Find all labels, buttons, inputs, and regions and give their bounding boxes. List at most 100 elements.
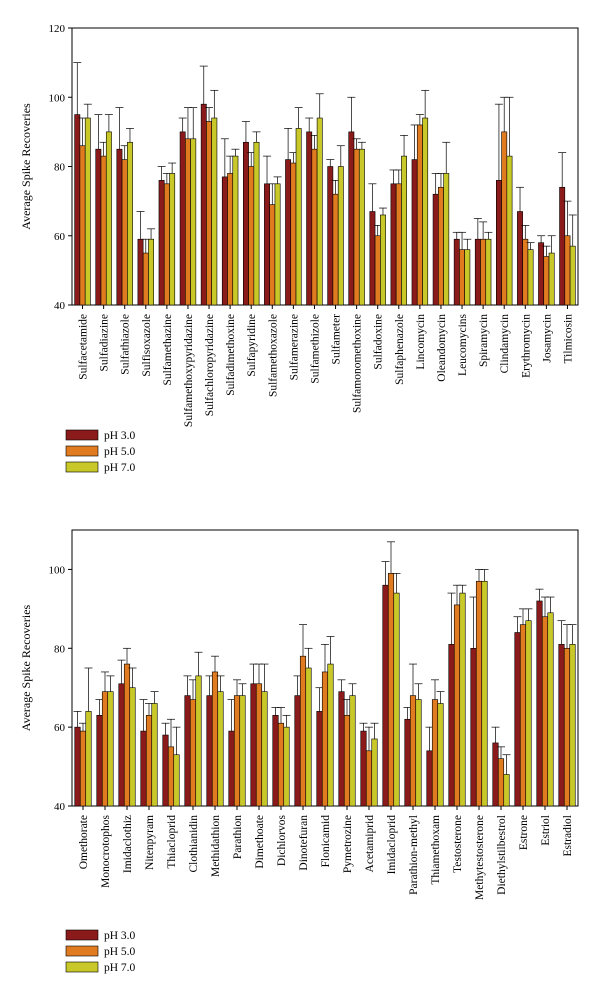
x-category-label: Diethylstilbestrol <box>496 815 508 895</box>
bar-ph50-15 <box>409 695 417 807</box>
bar-ph70-0 <box>85 711 92 807</box>
x-category-label: Estrone <box>518 815 530 850</box>
chart-1: 40 60 80 100 120 Average Spike Recoveries Sulf… <box>19 23 579 474</box>
bar-ph70-6 <box>211 117 218 306</box>
bar-ph50-1 <box>101 691 109 807</box>
legend-label: pH 5.0 <box>104 446 136 458</box>
legend-swatch <box>65 445 99 457</box>
x-category-label: Sulfamerazine <box>288 314 300 380</box>
bar-ph30-20 <box>514 632 521 807</box>
x-category-label: Flonicamid <box>320 815 332 868</box>
x-category-label: Dimethoate <box>254 815 266 869</box>
bar-ph50-10 <box>290 162 297 306</box>
bar-ph30-13 <box>348 131 355 306</box>
bar-ph70-7 <box>232 155 239 306</box>
bar-ph30-8 <box>250 683 257 807</box>
x-category-label: Lincomycin <box>415 314 427 370</box>
bar-ph30-15 <box>404 718 411 807</box>
bar-ph70-9 <box>283 726 290 807</box>
bar-ph30-10 <box>285 159 292 306</box>
bar-ph70-15 <box>401 155 407 306</box>
bar-ph50-2 <box>123 663 131 807</box>
bar-ph70-6 <box>217 691 224 807</box>
chart-2: 40 60 80 100 Average Spike Recoveries Omethor… <box>19 529 579 974</box>
bar-ph70-10 <box>305 667 312 807</box>
bar-ph50-11 <box>311 148 318 306</box>
bar-ph30-1 <box>96 715 103 807</box>
bar-ph30-4 <box>162 734 169 807</box>
bar-ph50-18 <box>475 580 483 807</box>
bar-ph70-3 <box>151 703 158 807</box>
bar-ph70-2 <box>129 687 136 807</box>
bar-ph50-13 <box>353 148 360 306</box>
bar-ph50-12 <box>343 715 351 807</box>
bar-ph30-11 <box>316 711 323 807</box>
bar-ph50-20 <box>519 624 527 807</box>
bar-ph50-22 <box>563 647 571 807</box>
bar-ph30-18 <box>470 647 477 807</box>
bar-ph70-13 <box>358 148 365 306</box>
x-category-label: Imidaclothiz <box>122 815 134 873</box>
bar-ph30-19 <box>474 238 481 306</box>
legend-swatch <box>65 929 99 941</box>
x-category-label: Sulfamethazine <box>162 314 174 386</box>
bar-ph70-3 <box>148 238 154 306</box>
x-category-label: Josamycin <box>541 314 553 363</box>
bar-ph70-19 <box>503 774 510 807</box>
y-tick-label: 80 <box>54 643 66 655</box>
y-tick-label: 100 <box>49 92 66 104</box>
bar-ph30-11 <box>306 131 313 306</box>
x-category-label: Testosterone <box>452 815 464 873</box>
bar-ph70-12 <box>349 695 356 807</box>
bar-ph50-6 <box>206 121 212 306</box>
x-category-label: Oleandomycin <box>436 314 448 382</box>
bar-ph70-5 <box>190 138 197 306</box>
x-category-label: Sulfaphenazole <box>394 314 406 385</box>
bar-ph50-4 <box>163 183 170 306</box>
bar-ph70-21 <box>547 612 554 807</box>
bar-ph50-10 <box>299 655 307 807</box>
legend: pH 3.0 pH 5.0 pH 7.0 <box>65 929 136 974</box>
bar-ph70-16 <box>422 117 429 306</box>
bar-ph30-19 <box>492 742 499 807</box>
legend: pH 3.0 pH 5.0 pH 7.0 <box>65 429 136 474</box>
x-category-label: Acetamiprid <box>364 815 376 873</box>
x-category-label: Imidacloprid <box>386 815 398 875</box>
bar-ph70-14 <box>393 592 400 807</box>
bar-ph50-19 <box>497 758 505 807</box>
bar-ph70-1 <box>105 131 112 306</box>
bar-ph30-15 <box>390 183 397 306</box>
bar-ph70-1 <box>107 691 114 807</box>
bar-ph70-7 <box>239 695 246 807</box>
x-category-label: Sulfacetamide <box>78 314 90 380</box>
bar-ph30-17 <box>432 193 439 306</box>
legend-swatch <box>65 429 99 441</box>
bar-ph50-20 <box>501 131 508 306</box>
x-category-label: Monocrotophos <box>100 814 112 887</box>
y-tick-label: 40 <box>54 801 66 813</box>
bar-ph30-12 <box>327 166 334 306</box>
bar-ph70-0 <box>84 117 91 306</box>
x-category-label: Methidathion <box>210 815 222 877</box>
bar-ph30-21 <box>536 600 543 807</box>
bar-ph50-8 <box>255 683 263 807</box>
bar-ph70-4 <box>169 173 176 306</box>
x-category-label: Spiramycin <box>478 314 490 367</box>
bar-ph70-4 <box>173 754 180 807</box>
bar-ph30-20 <box>496 180 502 306</box>
legend-label: pH 3.0 <box>104 930 136 942</box>
bar-ph50-2 <box>121 159 128 306</box>
x-category-label: Sulfisoxazole <box>141 314 153 377</box>
bar-ph30-3 <box>137 238 144 306</box>
bar-ph50-14 <box>374 235 381 306</box>
bar-ph70-18 <box>481 580 488 807</box>
bar-ph50-23 <box>564 235 571 306</box>
bar-ph30-16 <box>426 750 433 807</box>
x-category-label: Sulfachloropyridazine <box>204 314 216 416</box>
bar-ph30-7 <box>221 176 228 306</box>
bar-ph30-9 <box>264 183 270 306</box>
bar-ph70-11 <box>327 663 334 807</box>
x-category-label: Thiamethoxam <box>430 815 442 885</box>
bar-ph30-2 <box>118 683 125 807</box>
y-axis-label: Average Spike Recoveries <box>19 604 33 731</box>
